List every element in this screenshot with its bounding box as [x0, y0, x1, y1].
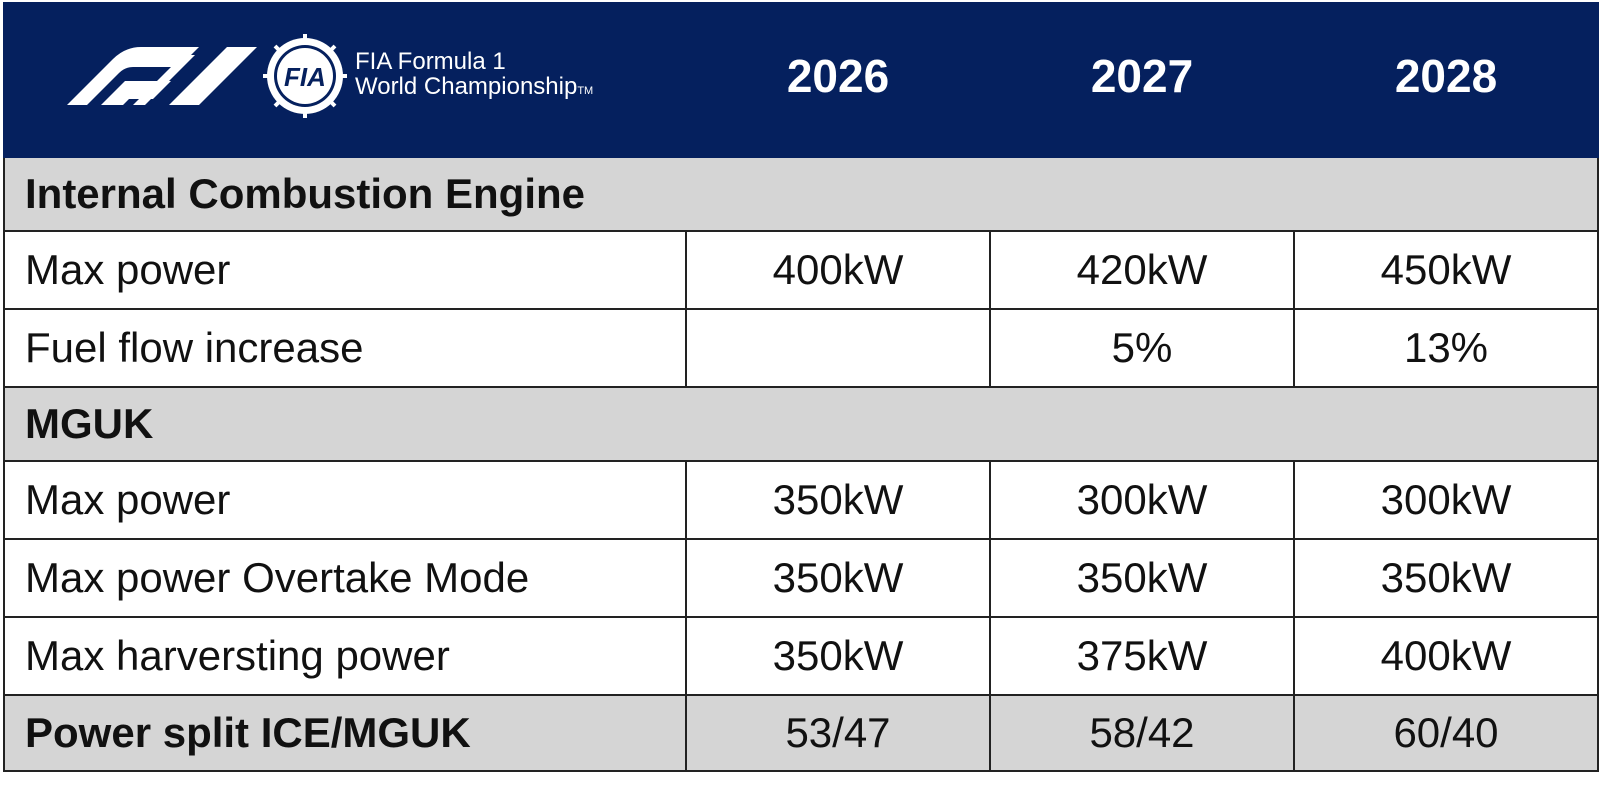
power-unit-regulations-table: FIA FIA Formula 1 World ChampionshipTM 2… — [3, 2, 1599, 772]
f1-logo-icon — [67, 47, 257, 105]
fia-badge-icon: FIA — [263, 34, 347, 118]
header-row: FIA FIA Formula 1 World ChampionshipTM 2… — [3, 2, 1599, 158]
section-title: MGUK — [3, 386, 1599, 462]
section-row-mguk: MGUK — [3, 386, 1599, 462]
brand-line-1: FIA Formula 1 — [355, 47, 506, 75]
brand-line-2: World ChampionshipTM — [355, 72, 594, 100]
table-row: Fuel flow increase 5% 13% — [3, 308, 1599, 388]
cell-2028: 400kW — [1293, 616, 1599, 696]
year-header-2028: 2028 — [1293, 2, 1599, 158]
cell-2028: 300kW — [1293, 460, 1599, 540]
row-label: Fuel flow increase — [3, 308, 687, 388]
cell-2026: 350kW — [685, 538, 991, 618]
cell-2027: 375kW — [989, 616, 1295, 696]
summary-cell-2026: 53/47 — [685, 694, 991, 772]
brand-wordmark: FIA Formula 1 World ChampionshipTM — [355, 49, 593, 104]
table-row: Max power Overtake Mode 350kW 350kW 350k… — [3, 538, 1599, 618]
summary-row: Power split ICE/MGUK 53/47 58/42 60/40 — [3, 694, 1599, 772]
row-label: Max power — [3, 230, 687, 310]
table-row: Max harversting power 350kW 375kW 400kW — [3, 616, 1599, 696]
year-header-2027: 2027 — [989, 2, 1295, 158]
svg-text:FIA: FIA — [284, 62, 326, 92]
table-row: Max power 350kW 300kW 300kW — [3, 460, 1599, 540]
row-label: Max power — [3, 460, 687, 540]
brand-header-cell: FIA FIA Formula 1 World ChampionshipTM — [3, 2, 687, 158]
cell-2026: 350kW — [685, 616, 991, 696]
cell-2027: 420kW — [989, 230, 1295, 310]
cell-2028: 13% — [1293, 308, 1599, 388]
table-row: Max power 400kW 420kW 450kW — [3, 230, 1599, 310]
regulations-table-container: FIA FIA Formula 1 World ChampionshipTM 2… — [3, 2, 1599, 786]
cell-2028: 350kW — [1293, 538, 1599, 618]
row-label: Max power Overtake Mode — [3, 538, 687, 618]
trademark-mark: TM — [577, 84, 594, 97]
brand-logo-block: FIA FIA Formula 1 World ChampionshipTM — [5, 34, 685, 126]
cell-2026: 350kW — [685, 460, 991, 540]
summary-cell-2027: 58/42 — [989, 694, 1295, 772]
section-row-ice: Internal Combustion Engine — [3, 156, 1599, 232]
cell-2027: 300kW — [989, 460, 1295, 540]
cell-2027: 5% — [989, 308, 1295, 388]
cell-2027: 350kW — [989, 538, 1295, 618]
summary-cell-2028: 60/40 — [1293, 694, 1599, 772]
year-header-2026: 2026 — [685, 2, 991, 158]
summary-label: Power split ICE/MGUK — [3, 694, 687, 772]
cell-2026 — [685, 308, 991, 388]
cell-2028: 450kW — [1293, 230, 1599, 310]
cell-2026: 400kW — [685, 230, 991, 310]
row-label: Max harversting power — [3, 616, 687, 696]
section-title: Internal Combustion Engine — [3, 156, 1599, 232]
